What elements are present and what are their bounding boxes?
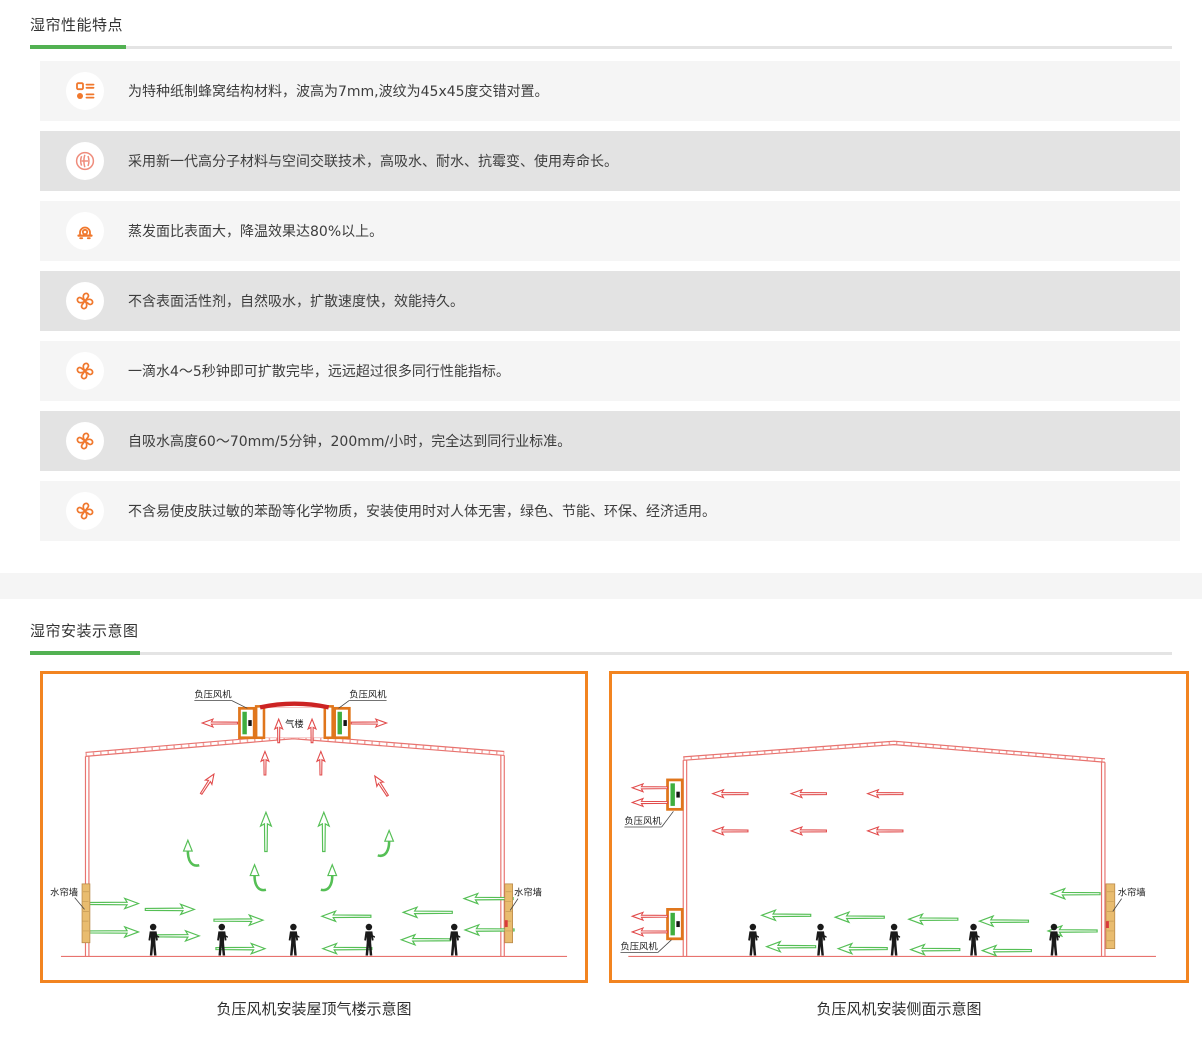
feature-row: 为特种纸制蜂窝结构材料，波高为7mm,波纹为45x45度交错对置。 [40, 61, 1180, 121]
feature-text: 一滴水4～5秒钟即可扩散完毕，远远超过很多同行性能指标。 [128, 364, 510, 380]
side-wall-diagram-caption: 负压风机安装侧面示意图 [816, 1000, 982, 1018]
roof-vent-diagram-caption: 负压风机安装屋顶气楼示意图 [216, 1000, 412, 1018]
fan-label-right: 负压风机 [349, 689, 387, 701]
feature-text: 不含表面活性剂，自然吸水，扩散速度快，效能持久。 [128, 294, 464, 310]
feature-text: 采用新一代高分子材料与空间交联技术，高吸水、耐水、抗霉变、使用寿命长。 [128, 154, 618, 170]
siren-icon [66, 212, 104, 250]
feature-row: 不含易使皮肤过敏的苯酚等化学物质，安装使用时对人体无害，绿色、节能、环保、经济适… [40, 481, 1180, 541]
fan-label-bottom: 负压风机 [620, 941, 658, 953]
feature-list: 为特种纸制蜂窝结构材料，波高为7mm,波纹为45x45度交错对置。 采用新一代高… [0, 61, 1202, 541]
feature-text: 不含易使皮肤过敏的苯酚等化学物质，安装使用时对人体无害，绿色、节能、环保、经济适… [128, 504, 716, 520]
section-rule [30, 651, 1172, 655]
side-wall-diagram: 负压风机 负压风机 [609, 671, 1189, 983]
section-rule [30, 45, 1172, 49]
feature-text: 自吸水高度60～70mm/5分钟，200mm/小时，完全达到同行业标准。 [128, 434, 572, 450]
features-section-header: 湿帘性能特点 [30, 14, 1172, 49]
feature-row: 不含表面活性剂，自然吸水，扩散速度快，效能持久。 [40, 271, 1180, 331]
feature-text: 蒸发面比表面大，降温效果达80%以上。 [128, 224, 384, 240]
curtain-label: 水帘墙 [1118, 887, 1146, 899]
diagram-area: 气楼 负压风机 负压风机 [40, 671, 1190, 1019]
fan-icon [66, 282, 104, 320]
feature-row: 蒸发面比表面大，降温效果达80%以上。 [40, 201, 1180, 261]
polymer-icon [66, 142, 104, 180]
curtain-label-left: 水帘墙 [50, 887, 78, 899]
fan-icon [66, 352, 104, 390]
fan-label-left: 负压风机 [194, 689, 232, 701]
roof-vent-diagram: 气楼 负压风机 负压风机 [40, 671, 588, 983]
side-wall-diagram-wrap: 负压风机 负压风机 [609, 671, 1189, 1019]
feature-row: 一滴水4～5秒钟即可扩散完毕，远远超过很多同行性能指标。 [40, 341, 1180, 401]
features-section-title: 湿帘性能特点 [30, 16, 124, 34]
vent-label: 气楼 [285, 718, 304, 730]
fan-label-top: 负压风机 [624, 815, 662, 827]
list-icon [66, 72, 104, 110]
feature-text: 为特种纸制蜂窝结构材料，波高为7mm,波纹为45x45度交错对置。 [128, 84, 549, 100]
feature-row: 自吸水高度60～70mm/5分钟，200mm/小时，完全达到同行业标准。 [40, 411, 1180, 471]
roof-vent-diagram-wrap: 气楼 负压风机 负压风机 [40, 671, 588, 1019]
section-rule-accent [30, 45, 126, 49]
fan-icon [66, 492, 104, 530]
fan-icon [66, 422, 104, 460]
feature-row: 采用新一代高分子材料与空间交联技术，高吸水、耐水、抗霉变、使用寿命长。 [40, 131, 1180, 191]
install-section-header: 湿帘安装示意图 [30, 620, 1172, 655]
curtain-label-right: 水帘墙 [514, 887, 542, 899]
section-rule-accent [30, 651, 140, 655]
section-divider-band [0, 573, 1202, 599]
install-section-title: 湿帘安装示意图 [30, 622, 139, 640]
